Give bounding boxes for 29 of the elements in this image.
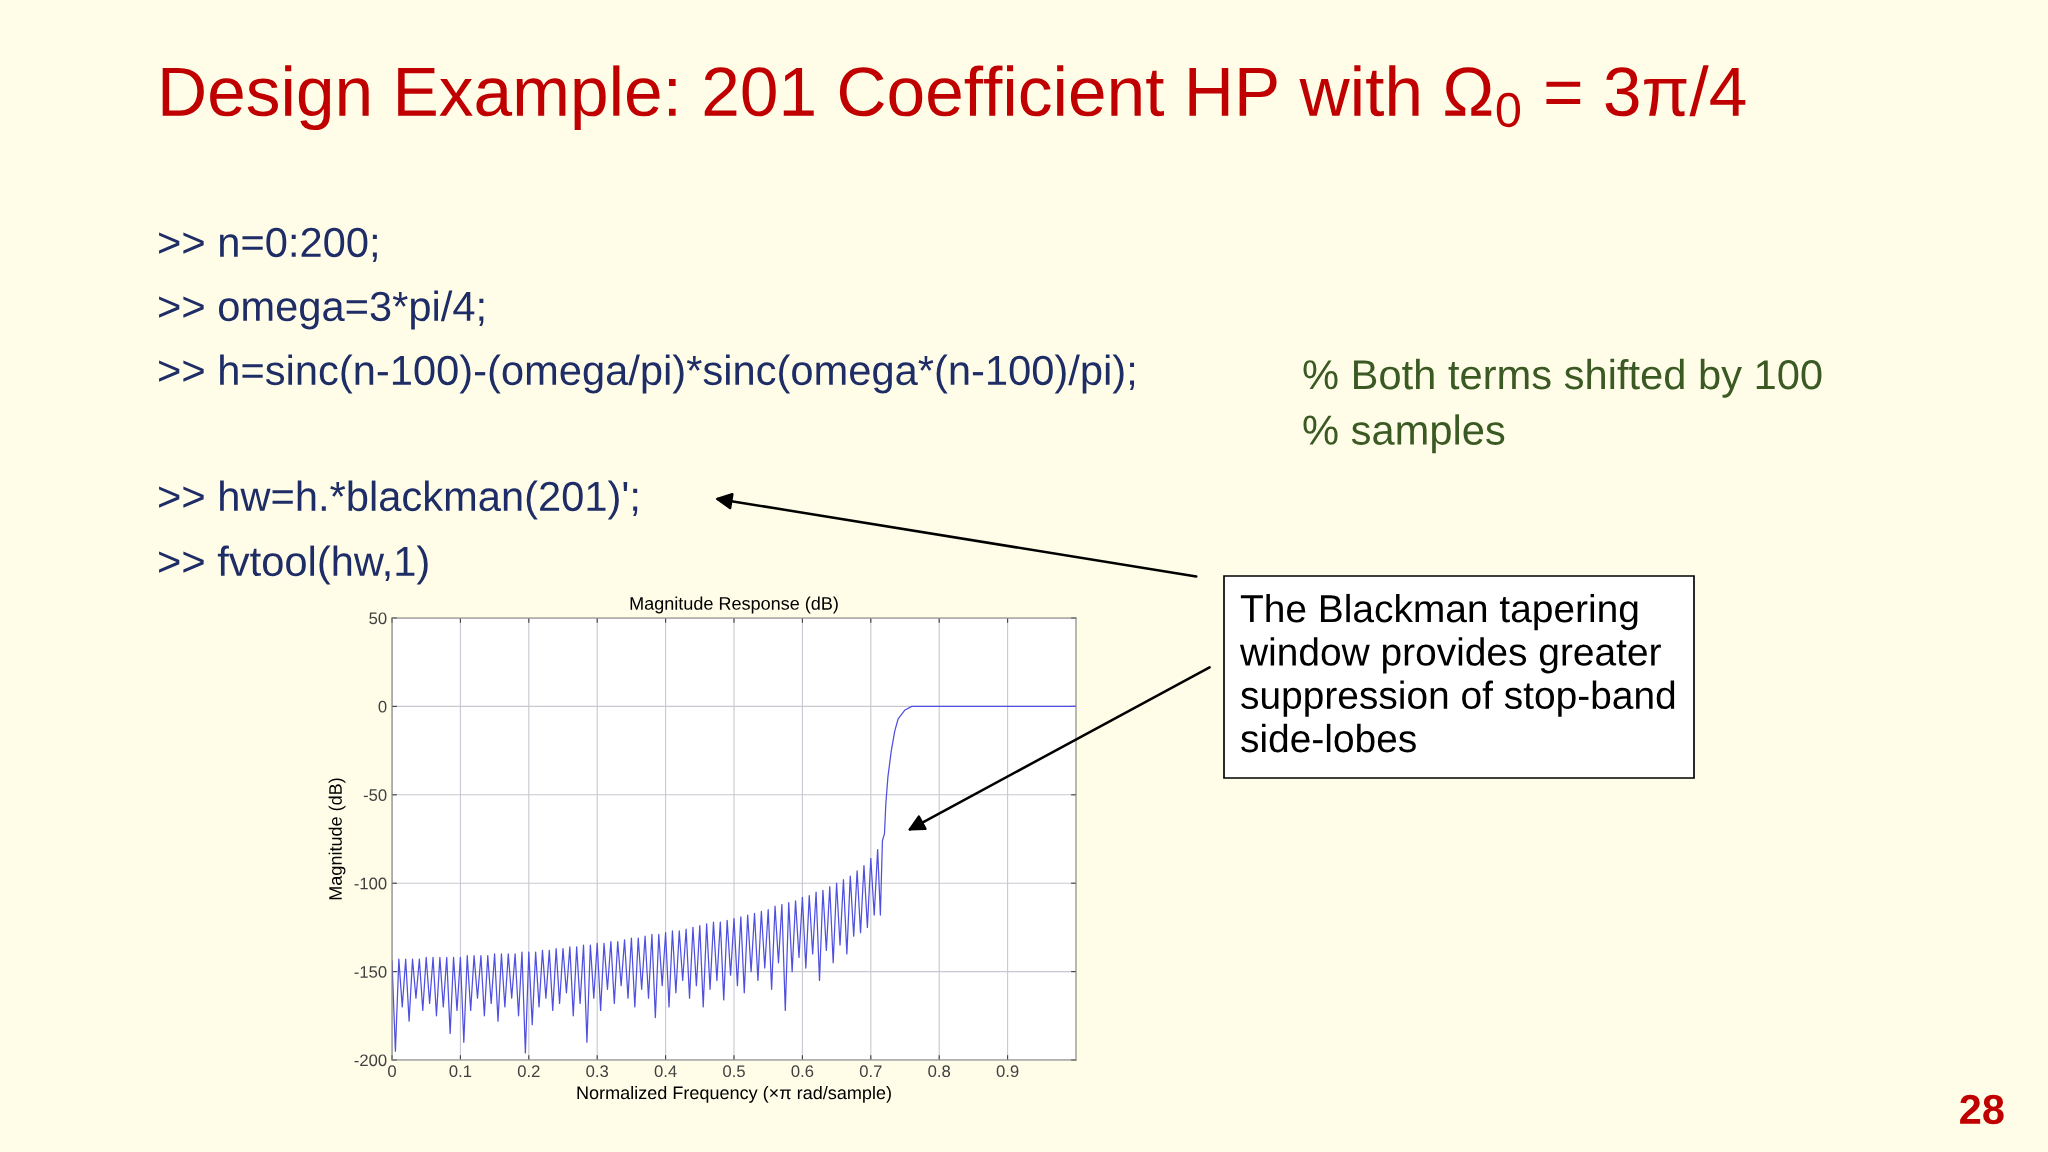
y-axis-title: Magnitude (dB): [328, 778, 346, 900]
x-tick-label: 0.8: [928, 1065, 951, 1078]
y-tick-label: -200: [354, 1054, 387, 1067]
x-tick-label: 0.7: [859, 1065, 882, 1078]
text: >> hw=h.*blackman(201)';: [159, 480, 638, 520]
text: 28: [1960, 1094, 2004, 1125]
text: >> fvtool(hw,1): [159, 545, 428, 585]
x-tick-label: 0.4: [654, 1065, 677, 1078]
text: >> omega=3*pi/4;: [159, 290, 484, 330]
text: % Both terms shifted by 100 % samples: [1303, 358, 1822, 454]
x-tick-label: 0.3: [586, 1065, 609, 1078]
y-tick-label: 50: [369, 612, 387, 625]
y-tick-label: -100: [354, 877, 387, 890]
x-tick-label: 0.1: [449, 1065, 472, 1078]
x-tick-label: 0.9: [996, 1065, 1019, 1078]
y-tick-label: -50: [363, 789, 387, 801]
y-tick-label: -150: [354, 966, 387, 978]
x-axis-title: Normalized Frequency (×π rad/sample): [577, 1085, 891, 1103]
chart-subtitle: Magnitude Response (dB): [630, 596, 838, 614]
x-tick-label: 0.2: [517, 1065, 540, 1078]
text: >> n=0:200;: [159, 227, 377, 263]
chart-title: Design Example: 201 Coefficient HP with Ω$_{0}$ = 3π/4: [162, 65, 1746, 131]
text: >> h=sinc(n-100)-(omega/pi)*sinc(omega*(n-100)/pi);: [159, 354, 1135, 394]
x-tick-label: 0.5: [723, 1065, 745, 1078]
x-tick-label: 0.6: [791, 1065, 814, 1078]
text: The Blackman tapering window provides greater suppression of stop-band side-lobes: [1239, 593, 1675, 753]
line-series: [392, 705, 1076, 1054]
x-tick-label: 0: [388, 1065, 396, 1078]
y-tick-label: 0: [378, 700, 387, 713]
